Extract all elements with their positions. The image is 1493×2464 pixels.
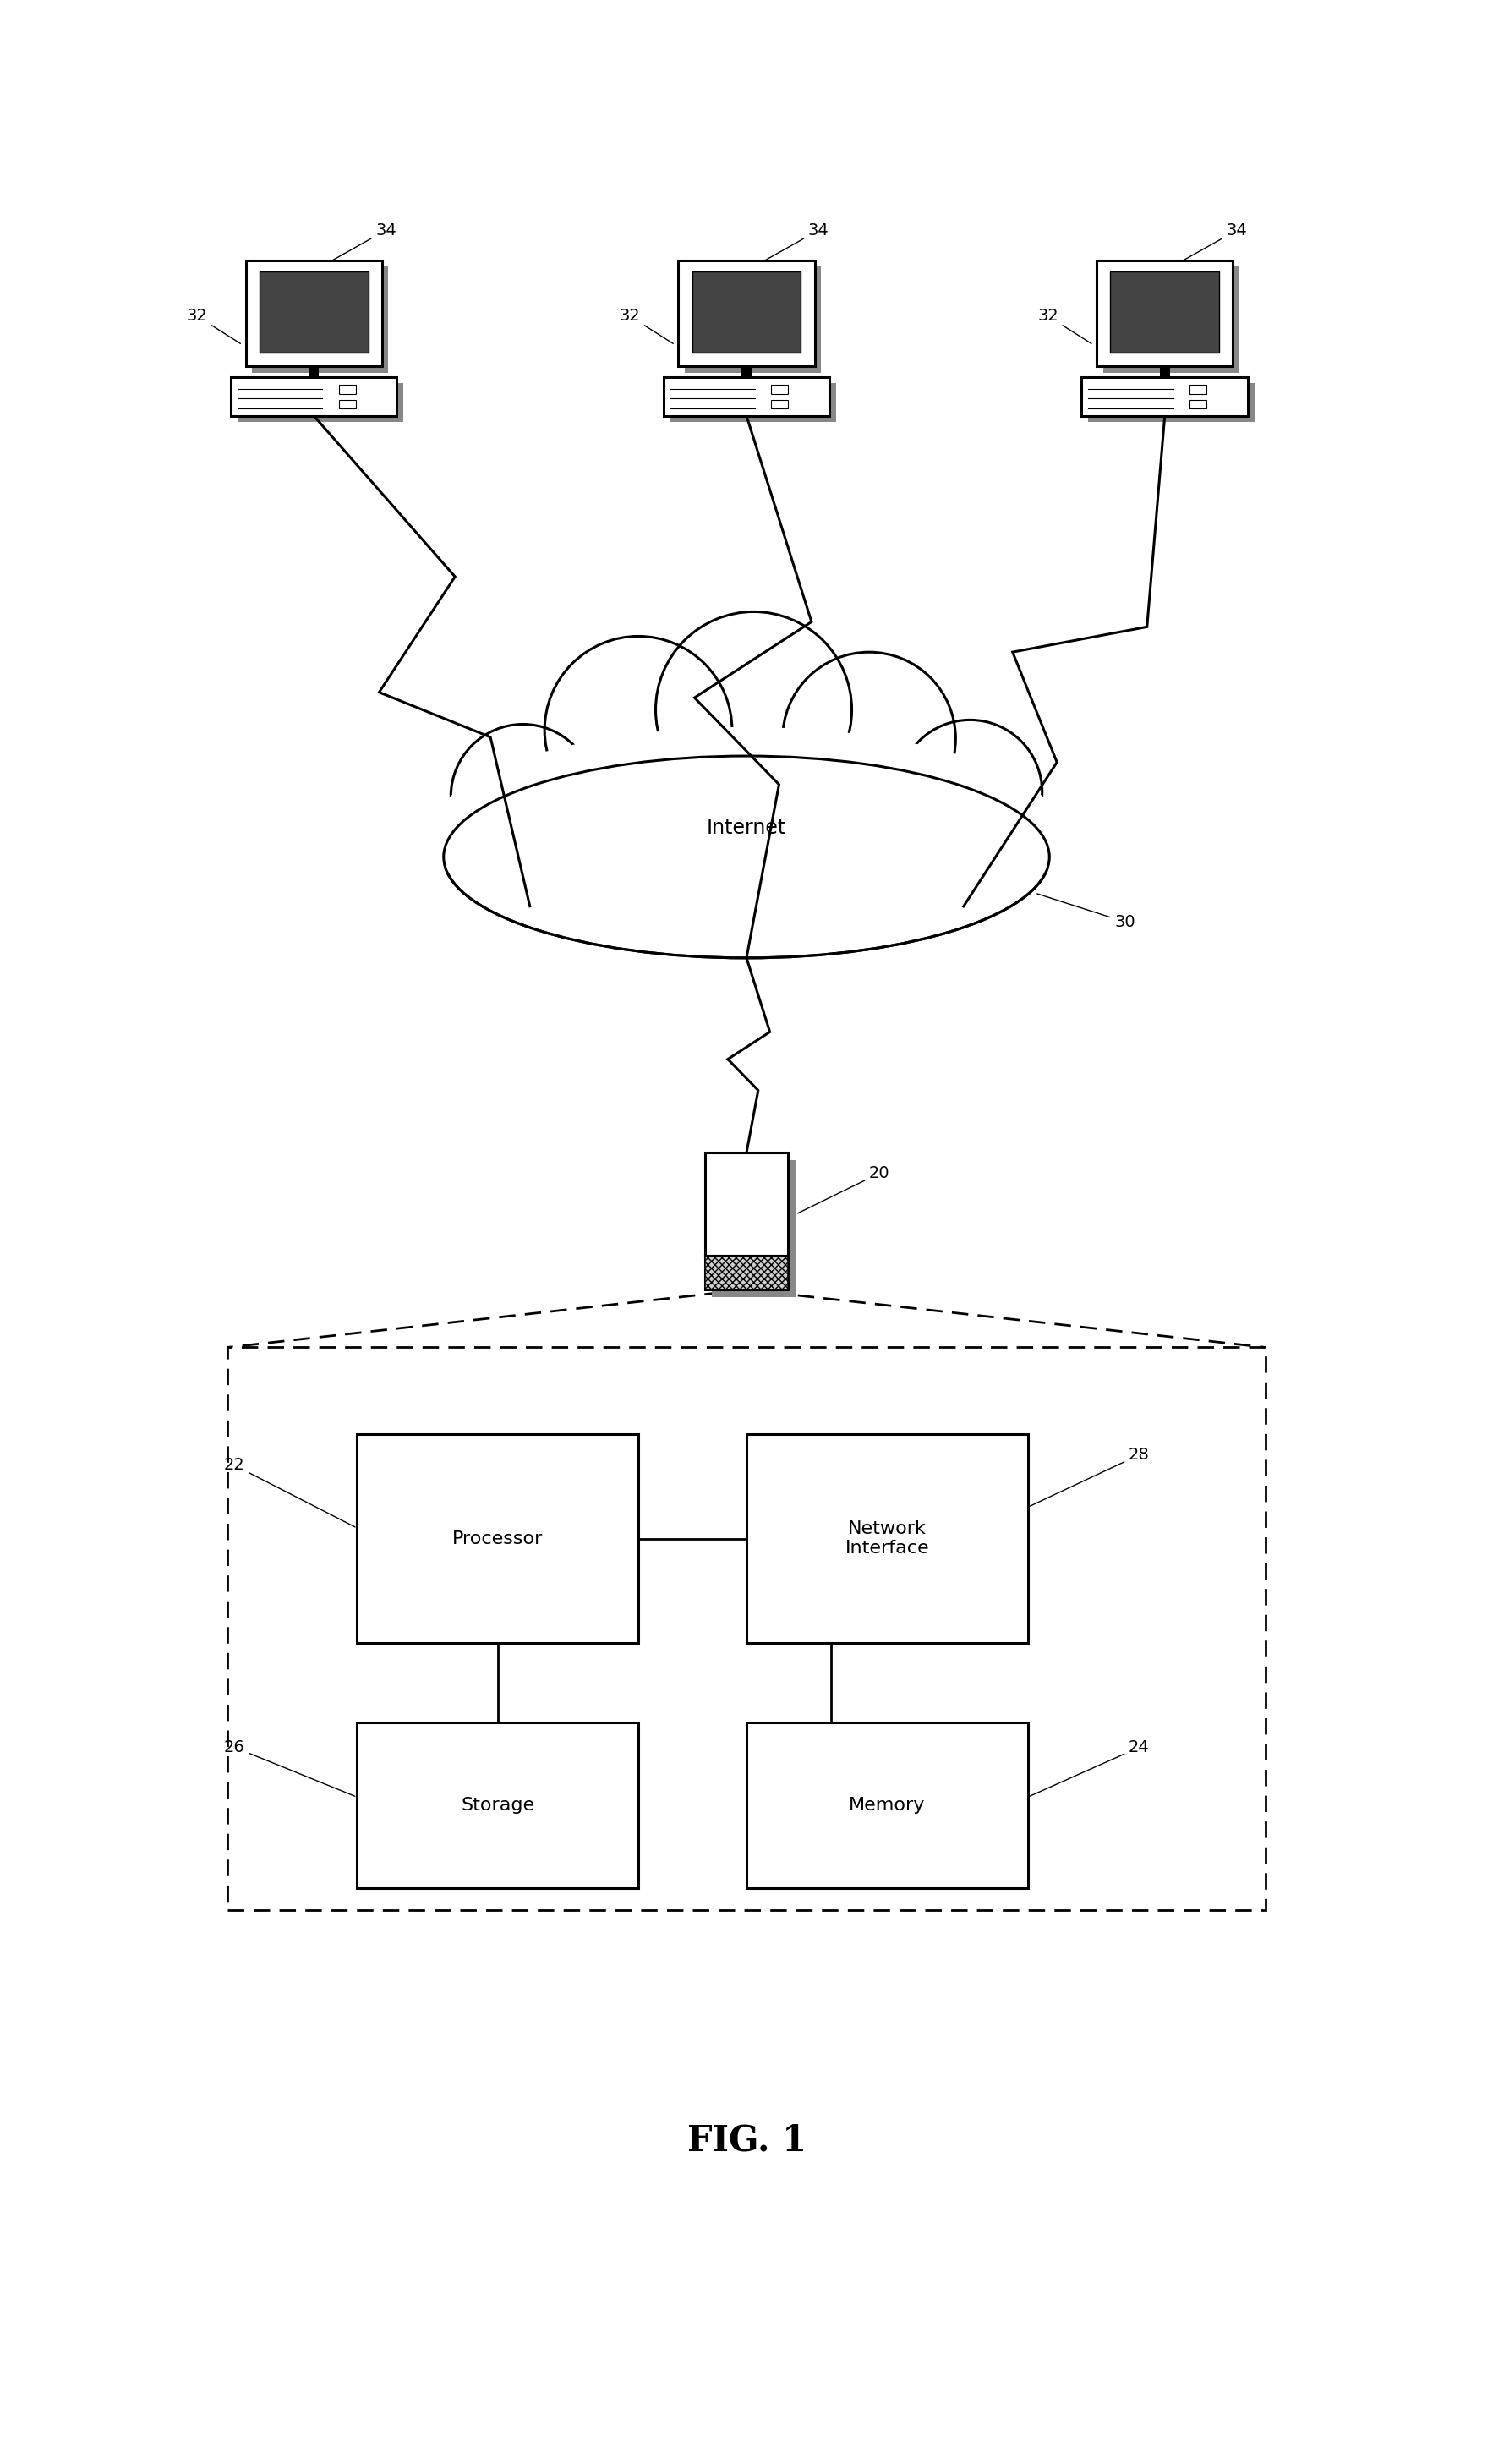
Bar (231, 377, 397, 416)
Text: FIG. 1: FIG. 1 (687, 2124, 806, 2158)
Bar (712, 1161, 796, 1296)
Text: 28: 28 (1030, 1446, 1150, 1506)
Bar (772, 399, 788, 409)
Bar (746, 1434, 1027, 1643)
Bar (691, 271, 802, 352)
Text: 24: 24 (1030, 1740, 1150, 1796)
Bar (1190, 384, 1206, 394)
Text: Processor: Processor (452, 1530, 543, 1547)
Text: 20: 20 (797, 1165, 890, 1212)
Text: 22: 22 (224, 1456, 355, 1528)
Circle shape (545, 636, 732, 823)
Bar (746, 1722, 1027, 1887)
Text: 32: 32 (187, 308, 240, 342)
Bar (252, 266, 388, 372)
Bar (663, 377, 830, 416)
Bar (705, 1153, 788, 1289)
Bar (1190, 399, 1206, 409)
Bar (246, 261, 382, 367)
Circle shape (897, 719, 1042, 865)
Text: 32: 32 (1038, 308, 1091, 342)
Text: 30: 30 (1038, 894, 1135, 929)
Bar (685, 266, 821, 372)
Text: 26: 26 (224, 1740, 355, 1796)
Bar (1096, 261, 1233, 367)
Bar (1088, 384, 1254, 421)
Ellipse shape (428, 727, 1065, 944)
Text: 32: 32 (620, 308, 673, 342)
Bar (1111, 271, 1220, 352)
Circle shape (782, 653, 956, 825)
Bar (339, 384, 355, 394)
Text: Network
Interface: Network Interface (845, 1520, 929, 1557)
Bar (772, 384, 788, 394)
Bar (1081, 377, 1248, 416)
Text: 34: 34 (1181, 222, 1247, 261)
Ellipse shape (443, 756, 1050, 958)
Bar (670, 384, 836, 421)
Text: Internet: Internet (706, 818, 787, 838)
Bar (742, 367, 751, 377)
Circle shape (655, 611, 853, 808)
Bar (309, 367, 320, 377)
Bar (705, 1257, 788, 1289)
Text: Storage: Storage (461, 1796, 534, 1814)
Bar (357, 1434, 639, 1643)
Bar (237, 384, 403, 421)
Text: Memory: Memory (850, 1796, 926, 1814)
Bar (339, 399, 355, 409)
Circle shape (451, 724, 596, 867)
Bar (678, 261, 815, 367)
Bar (357, 1722, 639, 1887)
Bar (260, 271, 369, 352)
Bar (1160, 367, 1171, 377)
Bar (1103, 266, 1239, 372)
Bar (227, 1348, 1266, 1910)
Text: 34: 34 (330, 222, 397, 261)
Text: 34: 34 (763, 222, 829, 261)
